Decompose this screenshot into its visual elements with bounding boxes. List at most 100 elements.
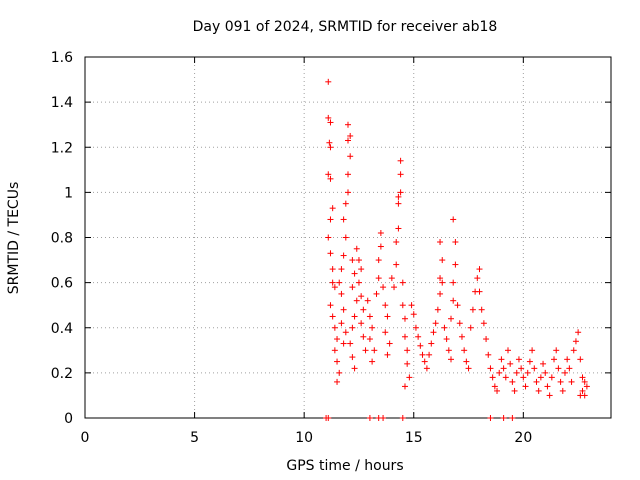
data-point	[476, 266, 483, 273]
data-point	[353, 245, 360, 252]
data-point	[463, 358, 470, 365]
axis-ticks	[84, 56, 611, 419]
data-point	[452, 239, 459, 246]
data-point	[579, 387, 586, 394]
data-point	[375, 275, 382, 282]
x-axis-label: GPS time / hours	[286, 458, 403, 474]
data-point	[498, 356, 505, 363]
data-point	[397, 157, 404, 164]
data-point	[535, 387, 542, 394]
data-point	[347, 132, 354, 139]
data-point	[362, 347, 369, 354]
data-point	[443, 336, 450, 343]
data-point	[382, 329, 389, 336]
y-tick-label: 0.8	[51, 231, 73, 247]
data-point	[336, 279, 343, 286]
data-point	[329, 313, 336, 320]
data-point	[397, 189, 404, 196]
data-point	[520, 374, 527, 381]
data-point	[351, 313, 358, 320]
data-point	[384, 313, 391, 320]
data-point	[419, 351, 426, 358]
data-point	[518, 365, 525, 372]
data-point	[522, 383, 529, 390]
y-tick-label: 1.6	[51, 50, 73, 66]
data-point	[432, 320, 439, 327]
data-point	[577, 392, 584, 399]
data-point	[347, 340, 354, 347]
data-point	[345, 171, 351, 178]
data-point	[327, 119, 334, 126]
y-tick-label: 0.2	[51, 366, 73, 382]
data-point	[515, 356, 522, 363]
data-point	[345, 189, 351, 196]
data-point	[336, 369, 343, 376]
data-point	[380, 415, 387, 421]
data-point	[529, 347, 536, 354]
data-point	[349, 284, 356, 291]
data-point	[369, 324, 376, 331]
data-point	[509, 415, 516, 421]
data-point	[366, 415, 373, 421]
data-point	[450, 216, 457, 223]
data-point	[415, 333, 422, 340]
data-point	[329, 266, 336, 273]
y-tick-label: 1.4	[51, 95, 73, 111]
data-point	[334, 378, 341, 385]
data-point	[351, 365, 358, 372]
data-point	[355, 257, 362, 264]
data-point	[577, 356, 584, 363]
y-tick-label: 1	[64, 185, 73, 201]
data-point	[553, 347, 560, 354]
data-point	[338, 320, 345, 327]
data-point	[526, 358, 533, 365]
data-point	[377, 229, 384, 236]
data-point	[401, 383, 408, 390]
x-tick-label: 15	[405, 430, 423, 446]
data-point	[401, 315, 408, 322]
chart-title: Day 091 of 2024, SRMTID for receiver ab1…	[193, 19, 498, 35]
data-point	[500, 365, 507, 372]
data-point	[404, 347, 411, 354]
data-point	[417, 342, 424, 349]
data-point	[340, 340, 347, 347]
y-tick-label: 0.6	[51, 276, 73, 292]
data-point	[509, 378, 516, 385]
data-point	[399, 279, 406, 286]
data-point	[491, 383, 498, 390]
data-point	[408, 302, 415, 309]
data-point	[338, 266, 345, 273]
data-point	[570, 347, 577, 354]
data-point	[397, 171, 404, 178]
data-point	[369, 358, 376, 365]
data-point	[388, 275, 395, 282]
data-point	[364, 297, 371, 304]
data-point	[450, 279, 457, 286]
data-point	[548, 374, 555, 381]
data-point	[334, 358, 341, 365]
data-point	[458, 333, 465, 340]
data-point	[391, 284, 398, 291]
data-point	[399, 415, 406, 421]
data-point	[439, 279, 446, 286]
data-point	[386, 340, 393, 347]
data-point	[327, 216, 334, 223]
data-point	[496, 369, 503, 376]
data-point	[360, 333, 367, 340]
data-point	[395, 193, 402, 200]
data-point	[340, 252, 347, 259]
data-point	[326, 139, 333, 146]
data-point	[338, 290, 345, 297]
data-point	[340, 216, 347, 223]
data-point	[325, 114, 332, 121]
data-point	[426, 351, 433, 358]
data-point	[342, 200, 349, 207]
data-point	[327, 302, 334, 309]
data-point	[531, 365, 538, 372]
data-point	[325, 171, 332, 178]
data-point	[366, 313, 373, 320]
x-tick-label: 5	[190, 430, 199, 446]
data-point	[371, 347, 378, 354]
data-point	[395, 200, 402, 207]
